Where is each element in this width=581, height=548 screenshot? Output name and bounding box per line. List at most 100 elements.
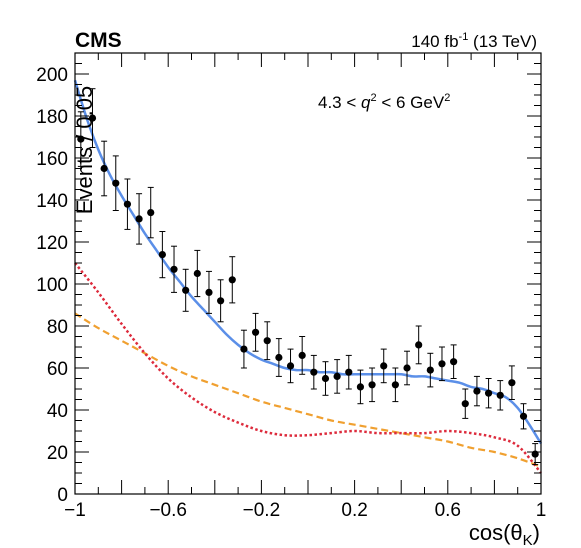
x-axis-title: cos(θK) bbox=[469, 520, 540, 548]
data-marker bbox=[345, 368, 353, 376]
data-marker bbox=[403, 364, 411, 372]
x-tick-label: 1 bbox=[536, 500, 547, 521]
data-points bbox=[77, 88, 539, 466]
data-point bbox=[321, 361, 330, 396]
data-point bbox=[112, 155, 120, 211]
y-tick-label: 140 bbox=[36, 191, 68, 212]
data-point bbox=[217, 279, 225, 323]
data-point bbox=[508, 365, 516, 400]
data-point bbox=[368, 367, 376, 403]
data-marker bbox=[275, 353, 283, 362]
y-axis-ticks: 0 20 40 60 80 100 120 140 160 180 200 bbox=[36, 52, 541, 506]
data-marker bbox=[112, 179, 120, 187]
y-axis-title: Events / 0.05 bbox=[72, 86, 97, 214]
data-marker bbox=[240, 345, 248, 353]
data-marker bbox=[321, 374, 330, 383]
x-tick-label: −1 bbox=[64, 500, 86, 521]
data-marker bbox=[135, 215, 143, 223]
data-point bbox=[310, 354, 318, 390]
data-point bbox=[298, 336, 306, 375]
data-marker bbox=[182, 286, 190, 294]
data-marker bbox=[415, 341, 423, 349]
data-point bbox=[251, 312, 260, 352]
y-tick-label: 80 bbox=[47, 317, 68, 338]
experiment-label: CMS bbox=[75, 29, 122, 52]
data-point bbox=[88, 88, 97, 148]
y-tick-label: 20 bbox=[47, 443, 68, 464]
data-point bbox=[205, 270, 213, 314]
data-marker bbox=[123, 200, 132, 208]
x-tick-label: −0.6 bbox=[149, 500, 187, 521]
data-point bbox=[380, 348, 388, 384]
data-marker bbox=[333, 372, 341, 380]
data-marker bbox=[217, 297, 225, 305]
dashed-component-curve bbox=[74, 312, 542, 468]
data-marker bbox=[461, 400, 469, 408]
data-marker bbox=[263, 337, 271, 345]
data-marker bbox=[286, 362, 295, 370]
data-marker bbox=[298, 351, 306, 359]
data-marker bbox=[193, 269, 201, 278]
data-point bbox=[170, 245, 178, 293]
data-point bbox=[356, 369, 365, 405]
data-marker bbox=[310, 368, 318, 376]
data-marker bbox=[88, 114, 97, 122]
data-point bbox=[333, 359, 341, 394]
data-point bbox=[275, 338, 283, 377]
data-marker bbox=[205, 288, 213, 296]
x-tick-label: −0.2 bbox=[243, 500, 281, 521]
y-tick-label: 160 bbox=[36, 149, 68, 170]
q2-region-label: 4.3 < q2 < 6 GeV2 bbox=[318, 92, 450, 112]
data-point bbox=[158, 231, 166, 279]
data-marker bbox=[158, 251, 166, 259]
total-fit-curve bbox=[73, 79, 543, 445]
data-point bbox=[123, 178, 132, 230]
data-marker bbox=[426, 366, 434, 374]
data-point bbox=[496, 380, 504, 411]
data-marker bbox=[356, 383, 365, 391]
data-point bbox=[461, 388, 469, 419]
data-marker bbox=[496, 391, 504, 399]
y-tick-label: 40 bbox=[47, 401, 68, 422]
x-tick-label: 0.6 bbox=[435, 500, 461, 521]
data-marker bbox=[100, 164, 108, 173]
data-point bbox=[519, 403, 528, 430]
data-point bbox=[415, 325, 423, 365]
y-tick-label: 120 bbox=[36, 233, 68, 254]
data-point bbox=[182, 268, 190, 312]
data-marker bbox=[391, 381, 399, 389]
data-point bbox=[403, 350, 411, 386]
data-marker bbox=[508, 379, 516, 387]
data-marker bbox=[484, 389, 493, 397]
data-point bbox=[426, 352, 434, 388]
dotted-component-curve bbox=[74, 262, 542, 474]
data-marker bbox=[228, 276, 236, 284]
y-tick-label: 100 bbox=[36, 275, 68, 296]
data-marker bbox=[519, 412, 528, 420]
y-tick-label: 180 bbox=[36, 107, 68, 128]
data-marker bbox=[450, 358, 458, 366]
x-tick-label: 0.2 bbox=[341, 500, 367, 521]
data-marker bbox=[147, 209, 155, 217]
data-point bbox=[147, 186, 155, 239]
data-point bbox=[391, 367, 399, 403]
data-point bbox=[286, 348, 295, 384]
data-point bbox=[450, 344, 458, 379]
data-point bbox=[484, 378, 493, 409]
data-point bbox=[438, 346, 446, 382]
data-point bbox=[100, 140, 108, 197]
data-point bbox=[135, 193, 143, 245]
data-marker bbox=[170, 265, 178, 273]
data-marker bbox=[251, 328, 260, 336]
data-marker bbox=[368, 381, 376, 389]
luminosity-label: 140 fb-1 (13 TeV) bbox=[411, 31, 537, 51]
data-point bbox=[345, 354, 353, 390]
y-tick-label: 60 bbox=[47, 359, 68, 380]
data-marker bbox=[380, 362, 388, 370]
data-point bbox=[228, 256, 236, 304]
fit-curves bbox=[73, 79, 543, 474]
data-point bbox=[240, 329, 248, 369]
data-point bbox=[473, 375, 481, 407]
data-marker bbox=[438, 360, 446, 368]
